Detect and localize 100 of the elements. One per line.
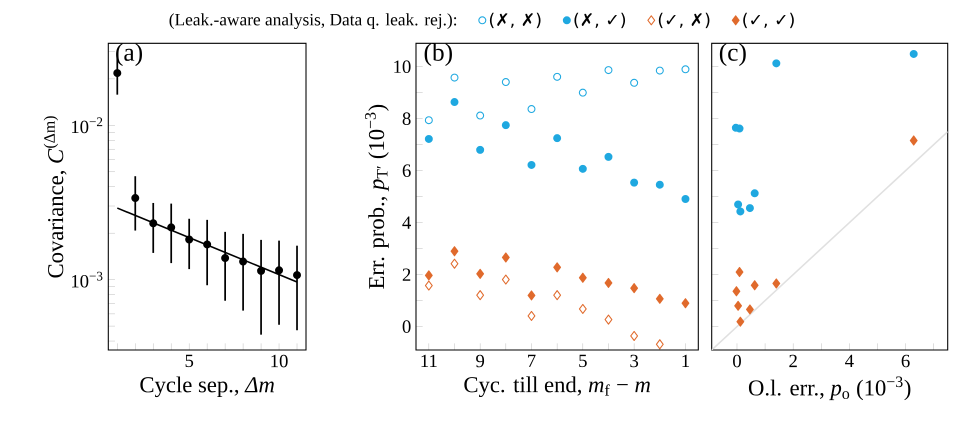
chart-title: (b)	[424, 43, 452, 66]
point	[910, 50, 918, 58]
point	[910, 135, 918, 146]
point	[630, 78, 638, 87]
point	[772, 278, 780, 289]
point	[746, 204, 754, 212]
point	[149, 219, 158, 228]
point	[630, 330, 638, 342]
x-axis-title: O.l. err., p$_{o}$ (10$^{−3}$)	[748, 376, 910, 400]
x-tick-label: 10	[271, 354, 288, 368]
x-tick-label: 7	[528, 354, 536, 367]
point	[502, 252, 510, 263]
y-tick-label: 10$^{−3}$	[72, 272, 102, 288]
point	[553, 72, 562, 81]
point	[131, 194, 140, 202]
point	[275, 266, 284, 274]
x-tick-label: 2	[789, 354, 797, 368]
y-tick-label: 6	[402, 164, 411, 177]
point	[553, 134, 562, 142]
point	[450, 258, 458, 269]
point	[424, 270, 433, 280]
point	[656, 180, 664, 189]
legend-label: (✗, ✗)	[490, 12, 541, 28]
y-axis-title: Covariance, C$^{(Δm)}$	[44, 116, 67, 278]
legend-label: (✓, ✗)	[658, 12, 710, 28]
x-tick-label: 11	[421, 354, 437, 368]
point	[604, 314, 612, 325]
point	[772, 59, 780, 68]
point	[185, 236, 194, 244]
y-tick-label: 10$^{−2}$	[72, 117, 102, 134]
point	[578, 304, 587, 314]
point	[681, 65, 690, 74]
point	[630, 178, 638, 187]
point	[424, 280, 433, 291]
point	[736, 207, 744, 216]
point	[502, 274, 510, 285]
point	[682, 298, 690, 308]
point	[750, 189, 759, 198]
point	[293, 271, 302, 280]
x-tick-label: 0	[733, 354, 741, 368]
point	[424, 134, 433, 143]
point	[553, 290, 562, 300]
point	[630, 283, 638, 294]
chart-title: (c)	[720, 43, 746, 66]
y-tick-label: 4	[402, 216, 412, 229]
y-tick-label: 8	[402, 112, 411, 125]
point	[528, 310, 536, 322]
point	[656, 294, 664, 304]
point	[450, 246, 458, 256]
y-axis-title: Err. prob., p$_{T′}$ (10$^{−3}$)	[365, 104, 389, 289]
point	[476, 268, 484, 279]
point	[736, 266, 744, 278]
point	[527, 160, 536, 169]
point	[681, 194, 690, 203]
point	[239, 258, 248, 266]
point	[527, 105, 536, 114]
y-tick-label: 0	[402, 320, 411, 333]
point	[656, 66, 664, 75]
point	[450, 98, 458, 106]
point	[604, 66, 612, 74]
point	[476, 146, 484, 154]
x-tick-label: 5	[186, 354, 194, 368]
point	[578, 164, 587, 173]
x-tick-label: 6	[902, 354, 910, 368]
point	[604, 152, 612, 161]
point	[734, 300, 742, 311]
legend-title: (Leak.-aware analysis, Data q. leak. rej.):	[170, 13, 456, 30]
legend-label: (✓, ✓)	[743, 12, 794, 28]
point	[528, 290, 536, 300]
y-tick-label: 2	[402, 268, 410, 281]
point	[203, 240, 212, 248]
point	[604, 278, 612, 288]
point	[450, 74, 458, 82]
point	[167, 223, 176, 232]
point	[424, 116, 433, 124]
point	[578, 272, 587, 283]
x-tick-label: 4	[845, 354, 854, 367]
x-axis-title: Cyc. till end, m$_{f}$ − m	[464, 376, 650, 398]
point	[578, 88, 587, 97]
point	[502, 121, 510, 130]
point	[476, 290, 484, 300]
point	[732, 286, 740, 296]
x-tick-label: 3	[630, 354, 638, 368]
x-axis-title: Cycle sep., Δm	[140, 376, 274, 398]
point	[476, 112, 484, 120]
point	[656, 339, 664, 350]
x-tick-label: 1	[682, 354, 690, 368]
x-tick-label: 9	[476, 354, 484, 368]
point	[734, 200, 742, 208]
y-tick-label: 10	[394, 60, 411, 73]
point	[736, 316, 744, 327]
legend-label: (✗, ✓)	[574, 12, 626, 28]
point	[502, 78, 510, 86]
point	[746, 304, 754, 315]
point	[221, 254, 230, 262]
point	[113, 69, 122, 78]
x-tick-label: 5	[579, 354, 587, 368]
point	[257, 266, 266, 275]
point	[553, 262, 562, 272]
point	[750, 280, 759, 290]
